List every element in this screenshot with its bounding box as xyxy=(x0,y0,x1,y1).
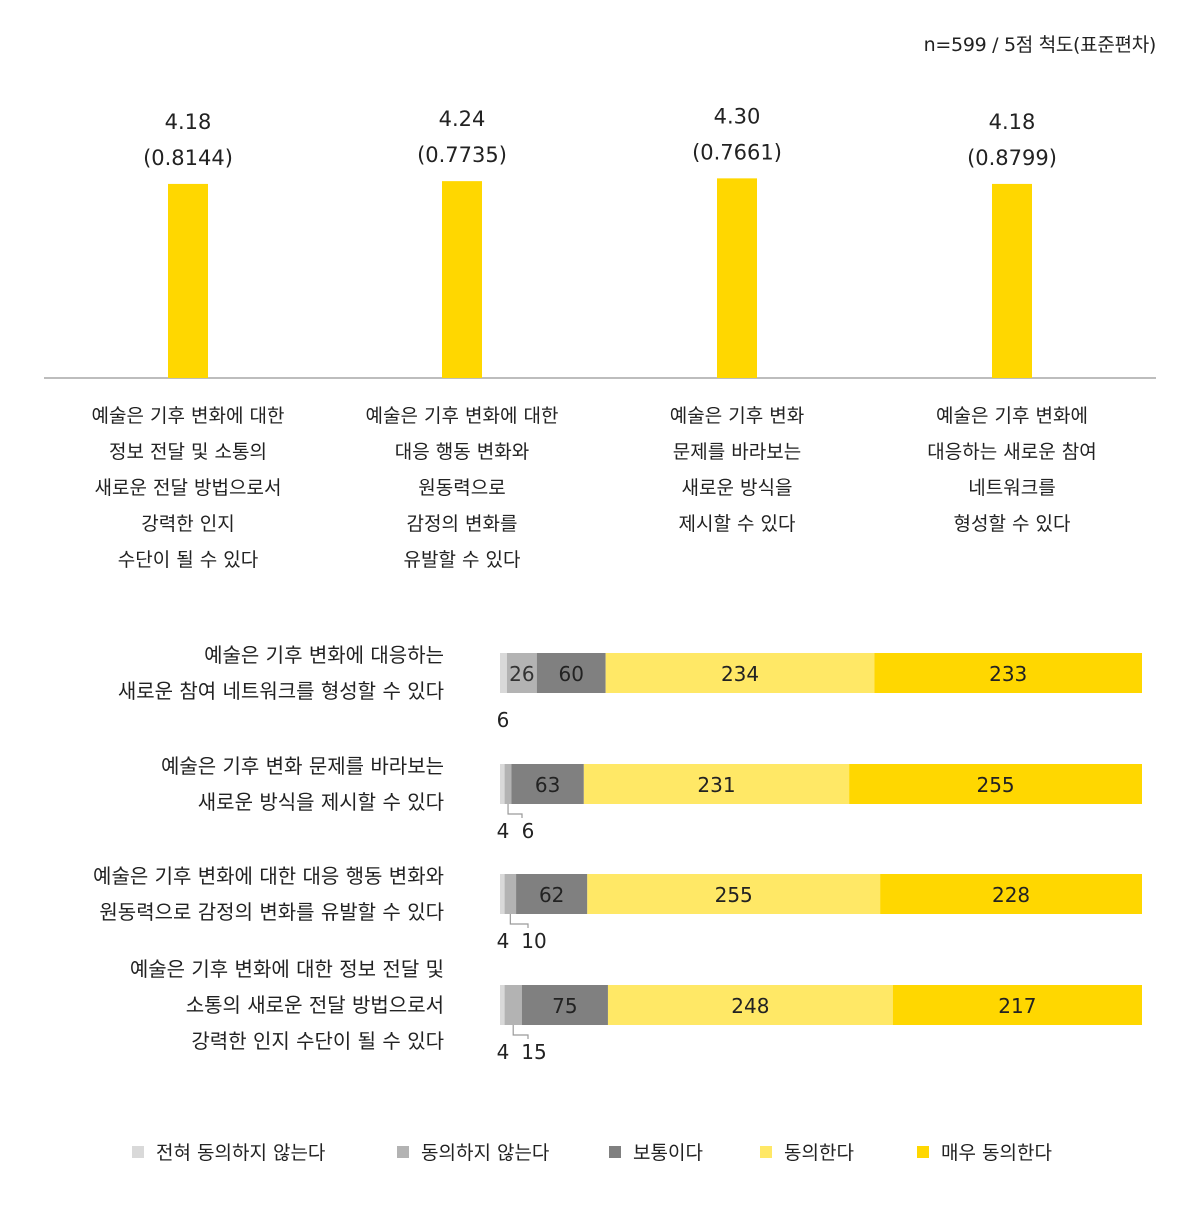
segment-value-label: 228 xyxy=(992,883,1030,907)
segment-value-label: 75 xyxy=(552,994,577,1018)
category-label: 대응하는 새로운 참여 xyxy=(927,441,1096,463)
stack-segment xyxy=(504,874,517,914)
category-label: 감정의 변화를 xyxy=(407,513,518,535)
stack-segment xyxy=(521,985,608,1025)
std-dev-label: (0.7661) xyxy=(692,140,782,164)
legend-label: 보통이다 xyxy=(633,1142,703,1164)
stack-segment xyxy=(500,985,505,1025)
stack-segment xyxy=(874,653,1142,693)
row-category-label: 강력한 인지 수단이 될 수 있다 xyxy=(191,1029,444,1053)
mean-bar xyxy=(992,183,1032,378)
category-label: 유발할 수 있다 xyxy=(404,549,521,571)
category-label: 예술은 기후 변화에 대한 xyxy=(366,405,559,427)
legend-swatch xyxy=(609,1146,621,1158)
stack-segment xyxy=(511,764,584,804)
stack-segment xyxy=(607,985,893,1025)
stack-segment xyxy=(504,985,522,1025)
legend-swatch xyxy=(132,1146,144,1158)
category-label: 네트워크를 xyxy=(968,477,1055,499)
legend-swatch xyxy=(397,1146,409,1158)
segment-value-label: 10 xyxy=(521,929,546,953)
stack-segment xyxy=(880,874,1142,914)
stack-segment xyxy=(583,764,850,804)
category-label: 형성할 수 있다 xyxy=(954,513,1071,535)
std-dev-label: (0.7735) xyxy=(417,143,507,167)
std-dev-label: (0.8144) xyxy=(143,146,233,170)
legend-swatch xyxy=(917,1146,929,1158)
row-category-label: 소통의 새로운 전달 방법으로서 xyxy=(186,993,444,1017)
segment-value-label: 231 xyxy=(697,773,735,797)
mean-bar xyxy=(168,183,208,378)
segment-value-label: 62 xyxy=(539,883,564,907)
row-category-label: 새로운 방식을 제시할 수 있다 xyxy=(198,790,444,814)
stack-segment xyxy=(500,653,507,693)
segment-value-label: 63 xyxy=(535,773,560,797)
row-category-label: 예술은 기후 변화 문제를 바라보는 xyxy=(161,754,444,778)
segment-value-label: 248 xyxy=(731,994,769,1018)
category-label: 수단이 될 수 있다 xyxy=(118,549,258,571)
segment-value-label: 4 xyxy=(497,929,510,953)
mean-value-label: 4.24 xyxy=(439,107,486,131)
legend-label: 전혀 동의하지 않는다 xyxy=(156,1142,325,1164)
mean-value-label: 4.30 xyxy=(714,104,761,128)
stack-segment xyxy=(500,764,505,804)
segment-value-label: 26 xyxy=(509,662,534,686)
segment-value-label: 4 xyxy=(497,819,510,843)
row-category-label: 새로운 참여 네트워크를 형성할 수 있다 xyxy=(118,679,444,703)
segment-value-label: 233 xyxy=(989,662,1027,686)
stack-segment xyxy=(605,653,875,693)
category-label: 예술은 기후 변화에 xyxy=(936,405,1088,427)
row-category-label: 예술은 기후 변화에 대한 정보 전달 및 xyxy=(130,957,444,981)
leader-line xyxy=(512,1025,529,1039)
category-label: 새로운 전달 방법으로서 xyxy=(95,477,282,499)
legend-label: 동의한다 xyxy=(784,1142,854,1164)
category-label: 문제를 바라보는 xyxy=(673,441,801,463)
category-label: 새로운 방식을 xyxy=(682,477,793,499)
stack-segment xyxy=(500,874,505,914)
legend-label: 동의하지 않는다 xyxy=(421,1142,549,1164)
category-label: 정보 전달 및 소통의 xyxy=(109,441,267,463)
stack-segment xyxy=(504,764,512,804)
segment-value-label: 6 xyxy=(497,708,510,732)
segment-value-label: 15 xyxy=(521,1040,546,1064)
category-label: 예술은 기후 변화 xyxy=(670,405,804,427)
stack-segment xyxy=(892,985,1142,1025)
segment-value-label: 255 xyxy=(976,773,1014,797)
stack-segment xyxy=(587,874,881,914)
stack-segment xyxy=(849,764,1142,804)
stack-segment xyxy=(536,653,606,693)
std-dev-label: (0.8799) xyxy=(967,146,1057,170)
segment-value-label: 255 xyxy=(715,883,753,907)
category-label: 대응 행동 변화와 xyxy=(395,441,529,463)
category-label: 제시할 수 있다 xyxy=(679,513,796,535)
sample-note: n=599 / 5점 척도(표준편차) xyxy=(923,34,1157,56)
segment-value-label: 6 xyxy=(522,819,535,843)
segment-value-label: 4 xyxy=(497,1040,510,1064)
row-category-label: 예술은 기후 변화에 대응하는 xyxy=(204,643,444,667)
segment-value-label: 217 xyxy=(998,994,1036,1018)
leader-line xyxy=(507,804,523,818)
stack-segment xyxy=(506,653,537,693)
category-label: 강력한 인지 xyxy=(141,513,234,535)
mean-value-label: 4.18 xyxy=(989,110,1036,134)
category-label: 예술은 기후 변화에 대한 xyxy=(92,405,285,427)
segment-value-label: 60 xyxy=(558,662,583,686)
row-category-label: 예술은 기후 변화에 대한 대응 행동 변화와 xyxy=(93,864,444,888)
legend-swatch xyxy=(760,1146,772,1158)
legend-label: 매우 동의한다 xyxy=(941,1142,1052,1164)
stack-segment xyxy=(516,874,588,914)
leader-line xyxy=(509,914,529,928)
segment-value-label: 234 xyxy=(721,662,759,686)
mean-bar xyxy=(717,178,757,378)
row-category-label: 원동력으로 감정의 변화를 유발할 수 있다 xyxy=(99,900,444,924)
mean-value-label: 4.18 xyxy=(165,110,212,134)
category-label: 원동력으로 xyxy=(418,477,505,499)
mean-bar xyxy=(442,181,482,378)
